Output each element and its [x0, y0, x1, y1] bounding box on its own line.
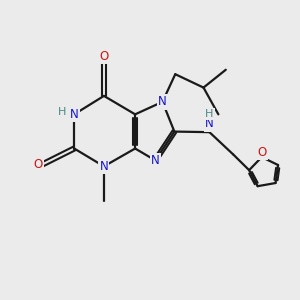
Text: N: N: [205, 117, 214, 130]
Text: H: H: [205, 109, 214, 119]
Text: N: N: [70, 108, 79, 121]
Text: O: O: [257, 146, 266, 159]
Text: O: O: [33, 158, 43, 171]
Text: N: N: [100, 160, 108, 173]
Text: N: N: [151, 154, 160, 167]
Text: N: N: [158, 95, 167, 108]
Text: O: O: [99, 50, 109, 63]
Text: H: H: [58, 107, 66, 117]
